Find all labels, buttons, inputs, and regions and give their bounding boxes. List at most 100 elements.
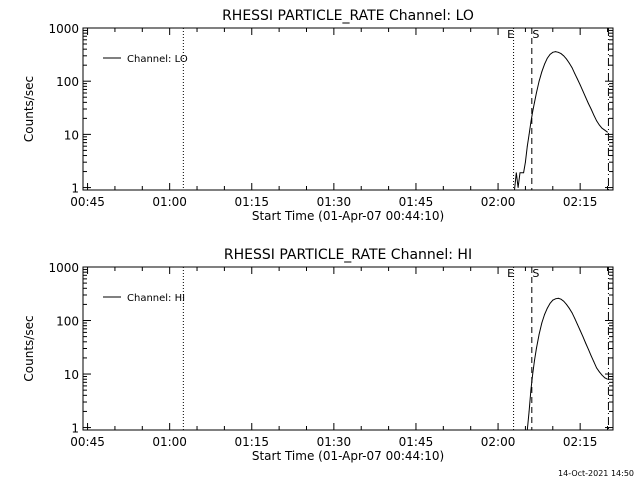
chart-panel-2 [82, 266, 614, 431]
chart-title: RHESSI PARTICLE_RATE Channel: LO [222, 8, 474, 24]
data-point [598, 124, 600, 126]
data-point [582, 336, 584, 338]
x-tick-label: 00:45 [70, 195, 105, 209]
x-tick-label: 01:15 [234, 195, 269, 209]
data-point [607, 378, 608, 380]
data-point [517, 187, 519, 188]
time-marker-label: E [507, 28, 514, 41]
data-point [607, 131, 608, 133]
legend-label: Channel: HI [127, 293, 185, 304]
x-tick-label: 01:45 [399, 435, 434, 449]
data-point [598, 371, 600, 373]
data-point [585, 96, 587, 98]
data-point [596, 367, 597, 369]
data-point [519, 172, 521, 174]
x-tick-label: 01:00 [152, 195, 187, 209]
data-point [590, 355, 592, 357]
data-point [604, 129, 606, 131]
series-line [526, 297, 608, 431]
time-marker-label: E [507, 267, 514, 280]
y-tick-label: 1 [71, 182, 79, 196]
data-point [579, 84, 581, 86]
data-point [538, 80, 540, 82]
data-point [534, 359, 535, 361]
data-point [574, 317, 576, 319]
legend-label: Channel: LO [127, 54, 188, 65]
data-point [538, 334, 540, 335]
data-point [532, 373, 534, 375]
data-point [535, 348, 537, 349]
data-point [546, 307, 548, 309]
data-point [549, 302, 551, 304]
data-point [552, 299, 554, 301]
x-tick-label: 01:30 [317, 195, 352, 209]
data-point [525, 161, 526, 163]
data-point [566, 58, 567, 60]
chart-title: RHESSI PARTICLE_RATE Channel: HI [224, 247, 472, 263]
data-point [549, 53, 551, 55]
y-tick-label: 10 [64, 128, 79, 142]
data-point [577, 78, 578, 80]
data-point [582, 90, 584, 92]
data-point [587, 103, 589, 104]
data-point [514, 189, 515, 191]
data-point [544, 63, 545, 65]
x-tick-label: 01:45 [399, 195, 434, 209]
data-point [541, 322, 543, 324]
data-point [535, 92, 537, 94]
chart-panel-1 [82, 27, 614, 191]
x-tick-label: 01:00 [152, 435, 187, 449]
data-point [579, 330, 581, 331]
data-point [571, 67, 573, 69]
y-axis-label: Counts/sec [22, 315, 36, 381]
x-tick-label: 01:15 [234, 435, 269, 449]
data-point [515, 172, 517, 174]
data-point [557, 297, 559, 299]
data-point [585, 342, 587, 344]
x-tick-label: 00:45 [70, 435, 105, 449]
data-point [526, 429, 528, 431]
x-tick-label: 01:30 [317, 435, 352, 449]
data-point [557, 51, 559, 53]
data-point [587, 348, 589, 350]
x-tick-label: 02:00 [481, 435, 516, 449]
data-point [590, 108, 592, 110]
data-point [593, 114, 595, 116]
data-point [528, 411, 530, 412]
y-tick-label: 1 [71, 422, 79, 436]
data-point [568, 307, 570, 309]
time-marker-label: S [532, 267, 539, 280]
y-axis-label: Counts/sec [22, 76, 36, 142]
data-point [574, 73, 576, 74]
data-point [596, 120, 597, 122]
data-point [528, 133, 530, 135]
data-point [560, 298, 562, 300]
data-point [541, 71, 543, 73]
footer-timestamp: 14-Oct-2021 14:50 [558, 469, 634, 478]
data-point [601, 127, 603, 129]
time-marker-label: S [532, 28, 539, 41]
data-point [563, 300, 565, 302]
series-line [514, 51, 608, 191]
y-tick-label: 100 [56, 75, 79, 89]
data-point [530, 389, 532, 391]
data-point [555, 298, 556, 300]
data-point [593, 361, 595, 363]
x-axis-label: Start Time (01-Apr-07 00:44:10) [252, 209, 444, 223]
data-point [532, 111, 534, 112]
data-point [552, 51, 554, 53]
data-point [530, 121, 532, 123]
data-point [604, 377, 606, 379]
data-point [563, 55, 565, 57]
data-point [544, 314, 545, 315]
data-point [568, 62, 570, 64]
x-axis-label: Start Time (01-Apr-07 00:44:10) [252, 449, 444, 463]
data-point [577, 323, 578, 325]
data-point [566, 304, 567, 305]
data-point [546, 57, 548, 59]
data-point [560, 53, 562, 55]
y-tick-label: 10 [64, 368, 79, 382]
x-tick-label: 02:00 [481, 195, 516, 209]
data-point [571, 312, 573, 314]
